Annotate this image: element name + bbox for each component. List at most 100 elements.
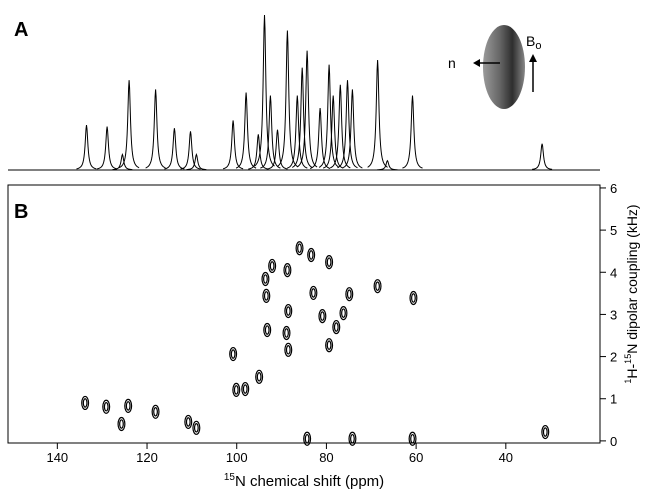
contour-peak (283, 263, 292, 278)
contour-ring (125, 401, 131, 411)
contour-ring (264, 325, 270, 335)
contour-ring (325, 255, 334, 270)
contour-ring (262, 288, 271, 303)
panel-label: A (14, 19, 28, 41)
contour-peak (263, 322, 272, 338)
field-label: Bo (526, 33, 541, 52)
contour-ring (268, 258, 277, 274)
contour-peak (255, 369, 264, 384)
y-tick-label: 5 (610, 223, 617, 238)
contour-ring (345, 287, 354, 302)
contour-peak (348, 431, 357, 446)
contour-peak (229, 346, 238, 362)
contour-peak (408, 431, 417, 446)
contour-peak (303, 431, 312, 446)
contour-ring (185, 417, 191, 427)
contour-ring (261, 271, 270, 287)
contour-ring (242, 384, 248, 394)
contour-peak (295, 241, 304, 256)
contour-ring (309, 285, 318, 301)
contour-ring (346, 289, 352, 299)
contour-ring (304, 433, 310, 444)
x-tick-label: 80 (319, 450, 333, 465)
contour-ring (284, 328, 289, 338)
y-tick-label: 1 (610, 392, 617, 407)
contour-peak (325, 338, 334, 353)
contour-peak (309, 285, 318, 301)
contour-peak (373, 279, 382, 294)
spectrum-peak (164, 128, 185, 170)
contour-ring (339, 306, 348, 321)
superscript: 1 (623, 379, 633, 384)
spectrum-peak (532, 143, 553, 170)
spectrum-peak (248, 134, 269, 170)
label-text: H- (624, 363, 640, 378)
contour-ring (117, 416, 126, 432)
normal-label: n (448, 55, 456, 71)
contour-ring (411, 293, 416, 303)
panel-label: B (14, 201, 28, 223)
contour-peak (268, 258, 277, 274)
contour-ring (408, 431, 417, 446)
spectrum-peak (112, 153, 133, 171)
contour-ring (233, 385, 239, 395)
contour-peak (151, 404, 160, 419)
contour-ring (232, 382, 241, 397)
y-axis-label: 1H-15N dipolar coupling (kHz) (623, 204, 640, 383)
x-tick-label: 140 (46, 450, 68, 465)
contour-ring (241, 381, 250, 397)
contour-ring (409, 290, 418, 306)
y-tick-label: 4 (610, 265, 617, 280)
contour-ring (542, 427, 548, 437)
contour-ring (256, 372, 262, 382)
contour-ring (263, 291, 269, 301)
contour-ring (319, 311, 325, 321)
spectrum-peak (337, 80, 358, 169)
arrowhead (473, 59, 480, 67)
spectrum-peak (97, 126, 118, 170)
spectrum-peak (254, 14, 275, 167)
contour-ring (326, 257, 332, 267)
field-symbol: B (526, 33, 535, 49)
contour-peak (541, 424, 550, 440)
contour-peak (282, 325, 291, 341)
y-tick-label: 3 (610, 307, 617, 322)
y-tick-label: 0 (610, 434, 617, 449)
contour-ring (311, 288, 316, 298)
contour-ring (119, 419, 124, 429)
contour-ring (308, 250, 314, 260)
contour-ring (285, 265, 290, 275)
contour-peak (284, 303, 293, 319)
contour-peak (345, 287, 354, 302)
spectrum-peak (318, 64, 340, 168)
contour-ring (230, 349, 236, 359)
contour-ring (333, 322, 339, 332)
spectrum-peak (267, 129, 288, 170)
spectrum-peak (296, 50, 318, 168)
contour-ring (263, 274, 268, 284)
contour-ring (303, 431, 312, 446)
contour-peak (284, 342, 293, 357)
contour-ring (295, 241, 304, 256)
superscript: 15 (623, 354, 633, 364)
x-tick-label: 60 (409, 450, 423, 465)
spectrum-peak (222, 120, 244, 170)
spectrum-peak (180, 131, 201, 170)
contour-ring (332, 319, 341, 335)
contour-peak (325, 255, 334, 270)
superscript: 15 (224, 472, 236, 483)
contour-ring (124, 398, 133, 414)
contour-ring (282, 325, 291, 341)
contour-ring (229, 346, 238, 362)
spectrum-peak (118, 80, 140, 169)
spectrum-peak (292, 67, 313, 168)
contour-peak (409, 290, 418, 306)
label-text: N chemical shift (ppm) (235, 473, 384, 490)
contour-peak (124, 398, 133, 414)
field-subscript: o (535, 40, 541, 52)
contour-ring (341, 308, 346, 318)
spectrum-peak (402, 95, 423, 169)
spectrum-peak (330, 84, 351, 169)
spectrum-peak (76, 125, 97, 170)
